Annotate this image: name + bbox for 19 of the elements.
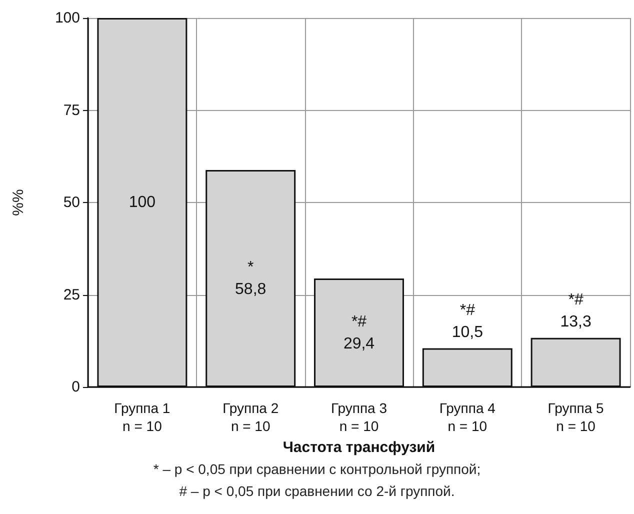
y-axis-title: %% [10,189,27,216]
y-tick-label: 25 [63,286,80,304]
data-label: *# 29,4 [343,313,375,352]
x-tick-label: Группа 2 n = 10 [222,400,279,434]
data-label: *# 10,5 [452,302,484,341]
x-axis-title: Частота трансфузий [282,438,436,456]
y-tick-label: 50 [63,194,80,211]
data-label: *# 13,3 [560,291,592,330]
text: # – p < 0,05 при сравнении со 2-й группой. [179,483,455,499]
data-label: * 58,8 [235,259,266,298]
x-tick-label: Группа 3 n = 10 [330,400,388,434]
data-label: 100 [128,194,156,211]
x-tick-label: Группа 1 n = 10 [114,400,170,434]
y-tick-label: 0 [72,378,80,396]
x-tick-label: Группа 4 n = 10 [439,400,496,434]
text: * – p < 0,05 при сравнении с контрольной группой; [153,461,481,477]
y-tick-label: 100 [54,10,80,26]
x-tick-label: Группа 5 n = 10 [548,400,604,434]
y-tick-label: 75 [63,102,80,119]
